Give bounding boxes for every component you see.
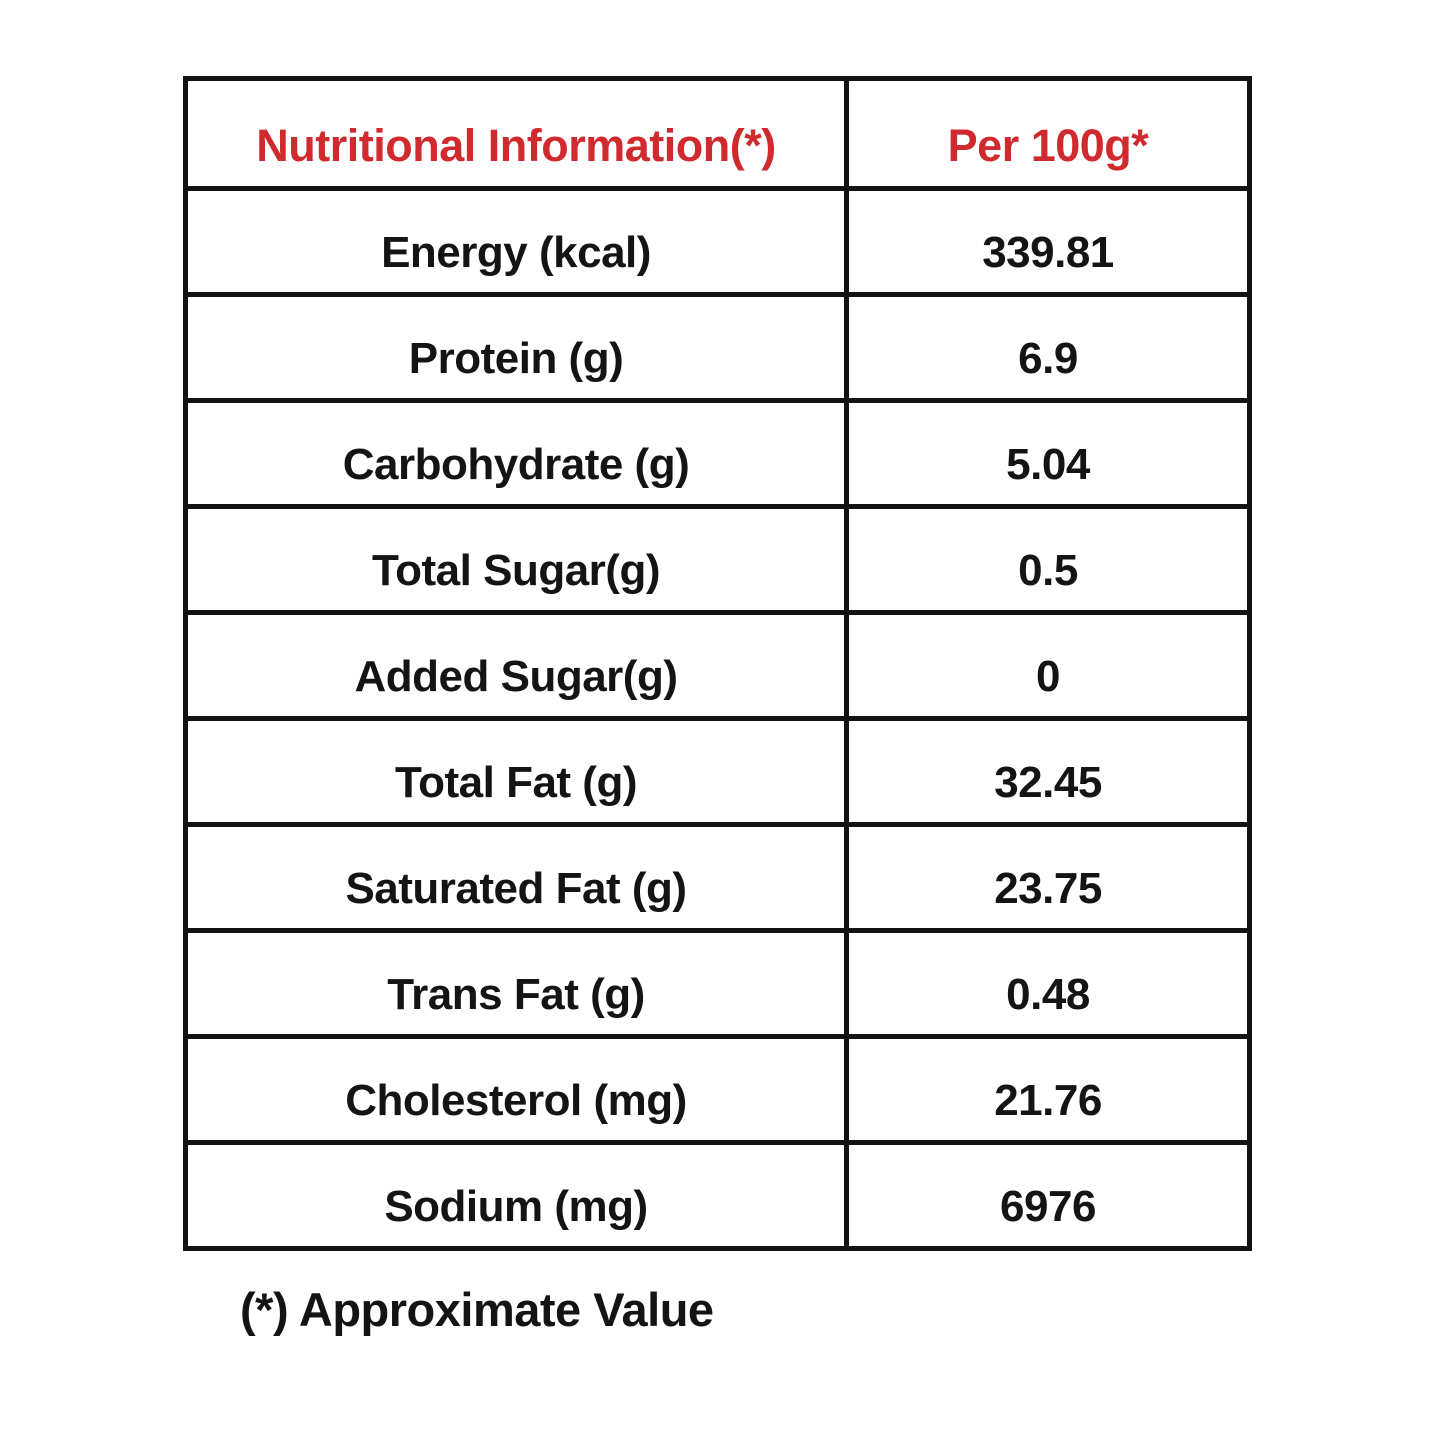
row-value: 23.75 (844, 822, 1252, 933)
table-row-total-fat: Total Fat (g) 32.45 (183, 716, 1252, 827)
header-per-100g: Per 100g* (844, 76, 1252, 191)
row-label: Protein (g) (183, 292, 849, 403)
row-value: 0.48 (844, 928, 1252, 1039)
header-nutritional-information: Nutritional Information(*) (183, 76, 849, 191)
table-row-protein: Protein (g) 6.9 (183, 292, 1252, 403)
row-value: 339.81 (844, 186, 1252, 297)
table-row-added-sugar: Added Sugar(g) 0 (183, 610, 1252, 721)
table-row-cholesterol: Cholesterol (mg) 21.76 (183, 1034, 1252, 1145)
table-row-trans-fat: Trans Fat (g) 0.48 (183, 928, 1252, 1039)
table-row-energy: Energy (kcal) 339.81 (183, 186, 1252, 297)
table-row-sodium: Sodium (mg) 6976 (183, 1140, 1252, 1251)
row-label: Carbohydrate (g) (183, 398, 849, 509)
table-row-carbohydrate: Carbohydrate (g) 5.04 (183, 398, 1252, 509)
row-label: Total Sugar(g) (183, 504, 849, 615)
row-value: 6976 (844, 1140, 1252, 1251)
row-value: 0.5 (844, 504, 1252, 615)
nutrition-table: Nutritional Information(*) Per 100g* Ene… (183, 76, 1252, 1251)
table-row-saturated-fat: Saturated Fat (g) 23.75 (183, 822, 1252, 933)
row-label: Added Sugar(g) (183, 610, 849, 721)
row-label: Total Fat (g) (183, 716, 849, 827)
table-header-row: Nutritional Information(*) Per 100g* (183, 76, 1252, 191)
row-value: 21.76 (844, 1034, 1252, 1145)
table-row-total-sugar: Total Sugar(g) 0.5 (183, 504, 1252, 615)
approximate-value-note: (*) Approximate Value (240, 1283, 714, 1336)
row-label: Cholesterol (mg) (183, 1034, 849, 1145)
row-value: 5.04 (844, 398, 1252, 509)
row-label: Saturated Fat (g) (183, 822, 849, 933)
row-label: Trans Fat (g) (183, 928, 849, 1039)
row-value: 32.45 (844, 716, 1252, 827)
row-value: 6.9 (844, 292, 1252, 403)
row-label: Sodium (mg) (183, 1140, 849, 1251)
row-value: 0 (844, 610, 1252, 721)
row-label: Energy (kcal) (183, 186, 849, 297)
